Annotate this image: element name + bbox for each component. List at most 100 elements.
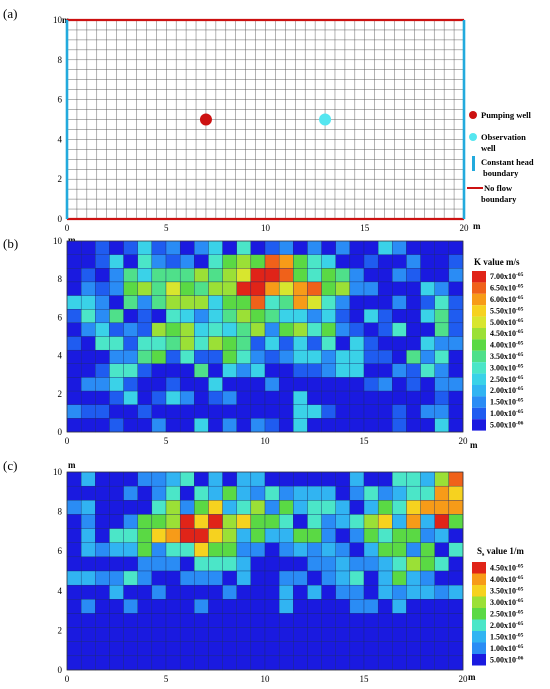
colorbar-tick-exponent: -05: [516, 632, 524, 638]
panel-c-heatmap-cell: [392, 655, 407, 671]
panel-b-heatmap-cell: [151, 404, 167, 419]
panel-b-heatmap-cell: [179, 322, 195, 337]
panel-b-heatmap-cell: [264, 377, 280, 392]
panel-c-heatmap-cell: [66, 599, 82, 614]
panel-c-heatmap-cell: [151, 641, 167, 657]
panel-b-heatmap-cell: [250, 404, 266, 419]
colorbar-swatch: [472, 362, 486, 374]
panel-b-heatmap-cell: [363, 309, 379, 324]
panel-b-heatmap-cell: [363, 322, 379, 337]
panel-b-heatmap-cell: [278, 418, 294, 433]
panel-c-heatmap-cell: [236, 471, 252, 487]
panel-b-heatmap-cell: [420, 377, 435, 392]
panel-c-heatmap-cell: [194, 556, 209, 572]
panel-c-x-tick-labels: 0 5 10 15 20: [65, 674, 468, 684]
panel-b-heatmap-cell: [363, 390, 379, 405]
panel-b-heatmap-cell: [377, 281, 393, 296]
panel-c-heatmap-cell: [109, 528, 124, 543]
panel-c-heatmap-cell: [349, 613, 365, 628]
panel-b-heatmap-cell: [123, 322, 138, 337]
panel-b-heatmap-cell: [335, 240, 351, 255]
panel-b-heatmap-cell: [151, 322, 167, 337]
panel-c-heatmap-cell: [123, 655, 138, 671]
panel-b-heatmap-cell: [137, 268, 153, 283]
colorbar-tick-label: 1.00x10-05: [490, 409, 524, 418]
panel-c-heatmap-cell: [194, 514, 209, 529]
panel-b-heatmap-cell: [392, 295, 407, 310]
panel-b-heatmap-cell: [321, 363, 336, 378]
panel-b-heatmap-cell: [321, 295, 336, 310]
panel-c-heatmap-cell: [222, 556, 237, 572]
panel-b-heatmap-cell: [293, 309, 308, 324]
panel-c-heatmap-cell: [222, 570, 237, 586]
panel-c-heatmap-cell: [236, 641, 252, 657]
x-tick-label: 0: [65, 223, 70, 233]
panel-b-heatmap-cell: [392, 254, 407, 269]
panel-b-heatmap-cell: [293, 281, 308, 296]
panel-c-heatmap-cell: [293, 584, 308, 600]
panel-c-heatmap-cell: [363, 514, 379, 529]
colorbar-tick-mantissa: 4.00x10: [490, 575, 516, 584]
colorbar-swatch: [472, 631, 486, 643]
panel-b-heatmap-cell: [236, 281, 252, 296]
colorbar-tick-label: 3.00x10-05: [490, 363, 524, 372]
panel-b-heatmap-cell: [448, 268, 464, 283]
panel-c-heatmap-cell: [349, 542, 365, 558]
panel-b-heatmap-cell: [434, 281, 450, 296]
panel-b-heatmap-cell: [406, 349, 421, 365]
panel-c-heatmap-cell: [95, 514, 110, 529]
panel-c-heatmap-cell: [335, 542, 351, 558]
colorbar-tick-label: 1.50x10-05: [490, 632, 524, 641]
panel-c-heatmap-cell: [307, 655, 322, 671]
panel-b-heatmap-cell: [123, 295, 138, 310]
panel-c-heatmap-cell: [208, 514, 223, 529]
panel-c-heatmap-cell: [165, 528, 181, 543]
colorbar-tick-exponent: -05: [516, 609, 524, 615]
panel-c-heatmap-cell: [151, 556, 167, 572]
panel-c-heatmap-cell: [392, 528, 407, 543]
panel-b-heatmap-cell: [392, 336, 407, 351]
panel-c-heatmap-cell: [80, 627, 96, 642]
panel-b-heatmap-cell: [236, 309, 252, 324]
panel-c-heatmap-cell: [123, 570, 138, 586]
panel-c: (c) m 0 2 4 6 8 10 0 5 10 15 20 m Ss value 1/m 4.…: [3, 458, 524, 684]
panel-c-heatmap: [66, 471, 464, 671]
panel-c-heatmap-cell: [179, 627, 195, 642]
panel-c-heatmap-cell: [434, 528, 450, 543]
panel-b-heatmap-cell: [420, 404, 435, 419]
panel-c-heatmap-cell: [278, 570, 294, 586]
panel-c-heatmap-cell: [194, 471, 209, 487]
panel-b-heatmap-cell: [179, 281, 195, 296]
panel-c-heatmap-cell: [66, 613, 82, 628]
panel-c-heatmap-cell: [80, 471, 96, 487]
panel-c-heatmap-cell: [406, 584, 421, 600]
panel-b-heatmap-cell: [448, 390, 464, 405]
colorbar-tick-exponent: -05: [516, 375, 524, 381]
panel-b-heatmap-cell: [109, 418, 124, 433]
panel-c-heatmap-cell: [194, 627, 209, 642]
y-tick-label: 4: [58, 351, 63, 361]
panel-b-heatmap-cell: [137, 336, 153, 351]
x-tick-label: 0: [65, 674, 70, 684]
panel-b-heatmap-cell: [179, 404, 195, 419]
panel-b-heatmap-cell: [123, 336, 138, 351]
panel-b-heatmap-cell: [321, 240, 336, 255]
panel-c-heatmap-cell: [293, 599, 308, 614]
panel-b-heatmap-cell: [278, 349, 294, 365]
panel-b-heatmap-cell: [109, 404, 124, 419]
panel-c-heatmap-cell: [236, 570, 252, 586]
panel-c-heatmap-cell: [363, 542, 379, 558]
panel-c-heatmap-cell: [95, 485, 110, 501]
colorbar-tick-mantissa: 5.50x10: [490, 306, 516, 315]
colorbar-tick-exponent: -05: [516, 409, 524, 415]
panel-b-heatmap-cell: [448, 418, 464, 433]
panel-c-heatmap-cell: [349, 641, 365, 657]
panel-b-heatmap-cell: [109, 254, 124, 269]
y-tick-label: 6: [58, 95, 63, 105]
panel-b-heatmap-cell: [137, 349, 153, 365]
panel-b-heatmap-cell: [377, 377, 393, 392]
panel-b-heatmap-cell: [236, 254, 252, 269]
panel-b-heatmap-cell: [278, 377, 294, 392]
panel-b-heatmap-cell: [137, 309, 153, 324]
panel-b-heatmap-cell: [194, 363, 209, 378]
